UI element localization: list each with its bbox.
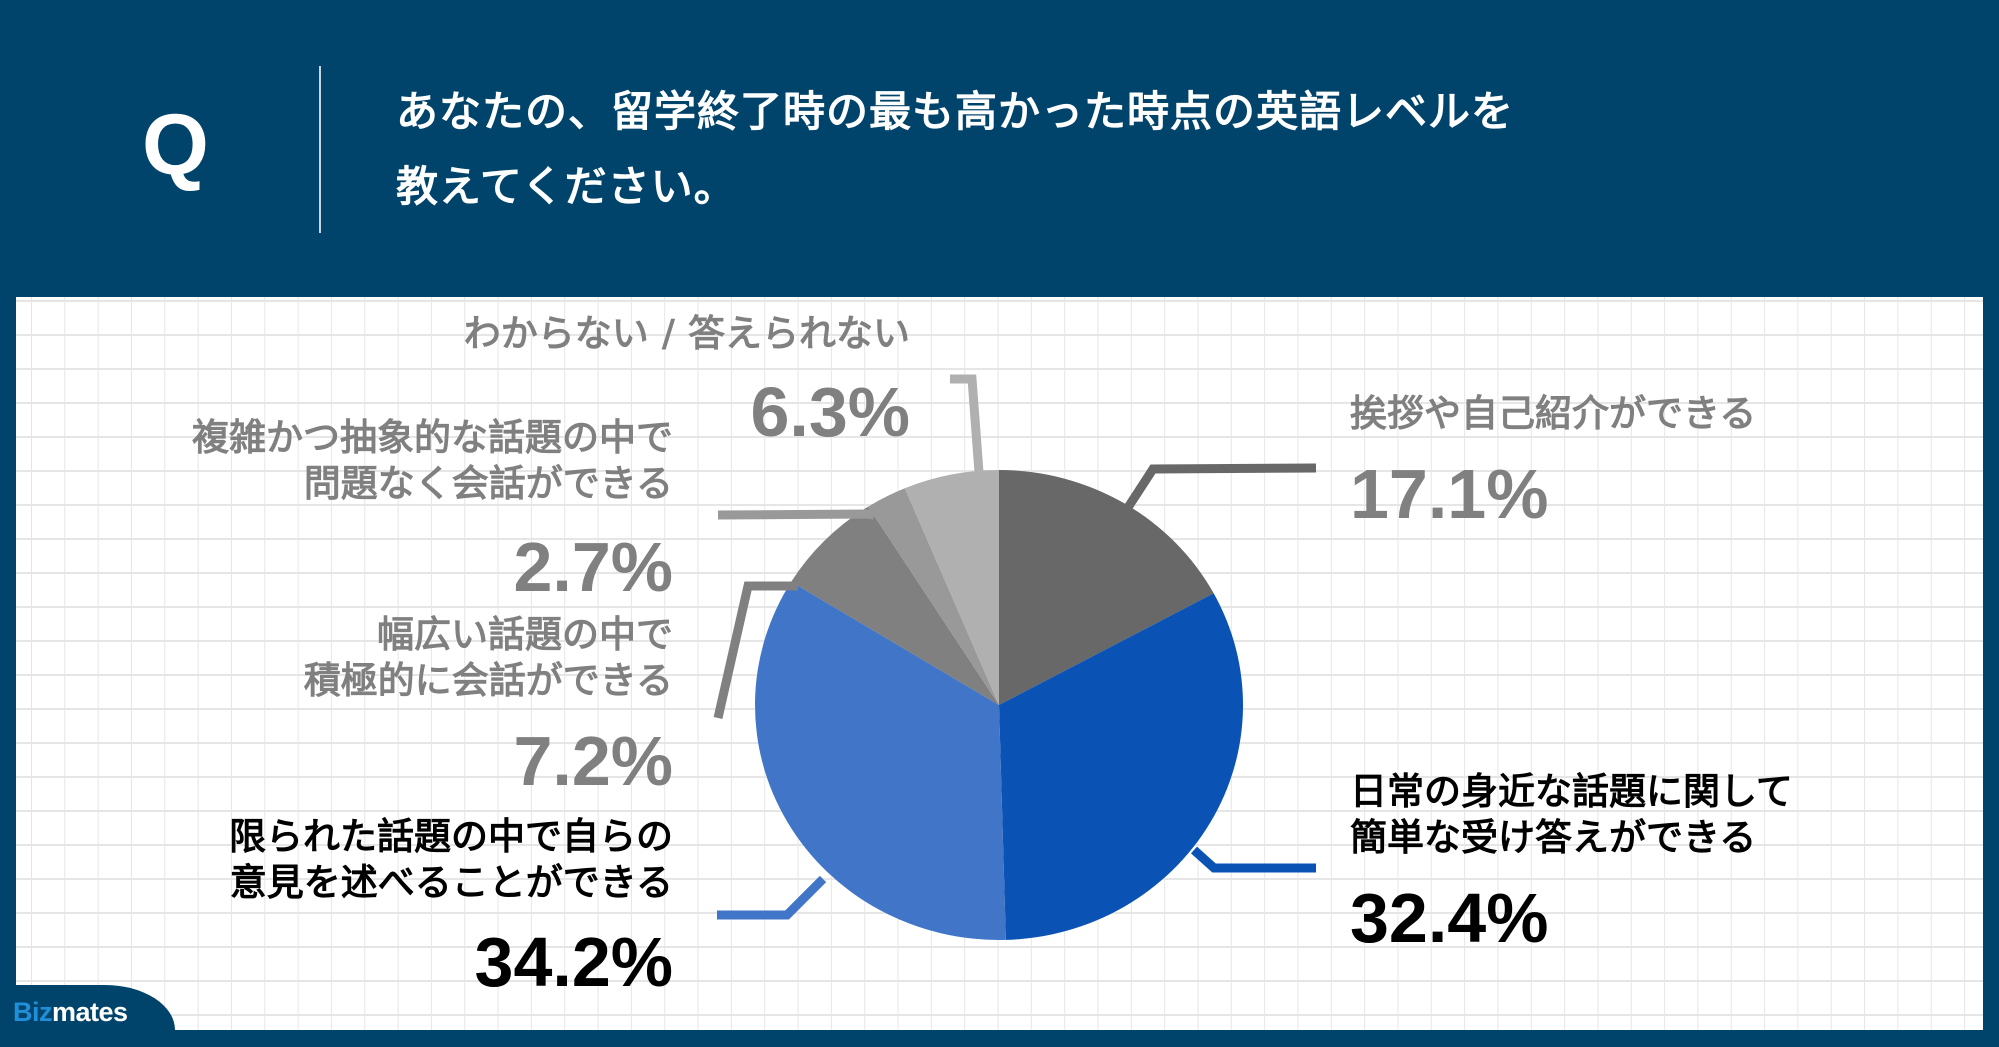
leader-line-daily — [1190, 846, 1316, 873]
label-wide-line-2: 積極的に会話ができる — [303, 659, 673, 702]
leader-line-complex — [717, 509, 875, 520]
leader-lines — [713, 374, 1317, 920]
header-band: Q あなたの、留学終了時の最も高かった時点の英語レベルを 教えてください。 — [0, 0, 1999, 297]
label-complex: 複雑かつ抽象的な話題の中で 問題なく会話ができる — [192, 415, 673, 507]
label-daily-line-2: 簡単な受け答えができる — [1350, 816, 1757, 859]
pie-slice-daily — [999, 593, 1244, 940]
logo-tab — [0, 985, 175, 1047]
label-daily: 日常の身近な話題に関して 簡単な受け答えができる — [1350, 769, 1793, 861]
leader-line-dont-know — [950, 374, 984, 473]
label-wide: 幅広い話題の中で 積極的に会話ができる — [304, 612, 673, 704]
label-limited-line-1: 限られた話題の中で自らの — [229, 815, 673, 858]
chart-panel: わからない / 答えられない 6.3% 複雑かつ抽象的な話題の中で 問題なく会話… — [16, 297, 1983, 1030]
pie-slice-greeting — [999, 470, 1214, 705]
label-limited-line-2: 意見を述べることができる — [229, 861, 673, 904]
pie-slice-wide — [791, 506, 999, 705]
pct-greeting: 17.1% — [1350, 455, 1549, 533]
question-line-1: あなたの、留学終了時の最も高かった時点の英語レベルを — [396, 87, 1515, 136]
pie-slice-dont-know — [904, 470, 999, 705]
pct-dont-know: 6.3% — [750, 373, 910, 451]
pct-wide: 7.2% — [513, 722, 673, 800]
question-text: あなたの、留学終了時の最も高かった時点の英語レベルを 教えてください。 — [396, 74, 1896, 224]
pie-slice-limited — [755, 581, 1006, 941]
pct-complex: 2.7% — [513, 528, 673, 606]
pie-slice-complex — [868, 488, 999, 705]
pie-chart — [713, 374, 1317, 941]
question-line-2: 教えてください。 — [396, 162, 737, 211]
logo-biz: Biz — [13, 997, 53, 1027]
logo-mates: mates — [52, 997, 128, 1027]
q-mark: Q — [142, 97, 209, 193]
header-divider — [319, 66, 321, 233]
label-dont-know: わからない / 答えられない — [463, 312, 910, 355]
pct-limited: 34.2% — [474, 923, 673, 1001]
pct-daily: 32.4% — [1350, 879, 1549, 957]
bizmates-logo: Bizmates — [13, 995, 128, 1029]
label-wide-line-1: 幅広い話題の中で — [377, 613, 673, 656]
leader-line-wide — [713, 581, 798, 719]
label-greeting: 挨拶や自己紹介ができる — [1350, 392, 1757, 435]
leader-line-greeting — [1123, 463, 1317, 512]
label-daily-line-1: 日常の身近な話題に関して — [1350, 770, 1793, 813]
pie-slices — [755, 470, 1244, 941]
leader-line-limited — [717, 875, 827, 920]
label-complex-line-2: 問題なく会話ができる — [303, 462, 673, 505]
label-complex-line-1: 複雑かつ抽象的な話題の中で — [192, 416, 673, 459]
label-limited: 限られた話題の中で自らの 意見を述べることができる — [229, 814, 673, 906]
